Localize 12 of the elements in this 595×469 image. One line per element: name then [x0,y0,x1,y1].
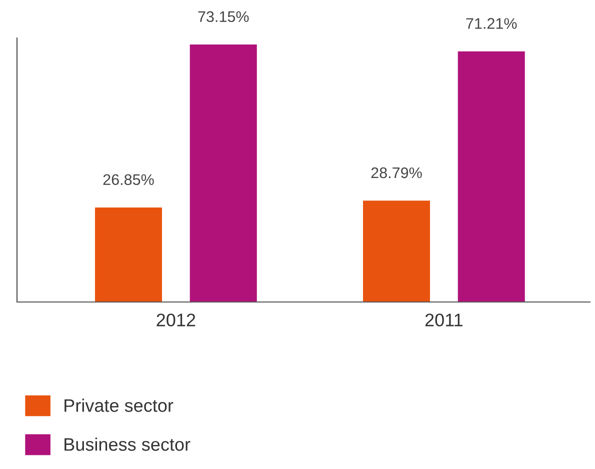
legend-label: Private sector [64,398,174,412]
bar [458,51,525,302]
bar [363,200,430,302]
x-tick-label: 2011 [425,314,462,326]
data-label: 73.15% [198,11,249,22]
bar [94,207,162,302]
data-label: 71.21% [466,18,517,29]
x-tick-label: 2012 [156,314,196,326]
legend-label: Business sector [64,438,190,451]
data-label: 26.85% [103,174,154,186]
data-label: 28.79% [371,167,422,178]
bar [190,44,257,302]
